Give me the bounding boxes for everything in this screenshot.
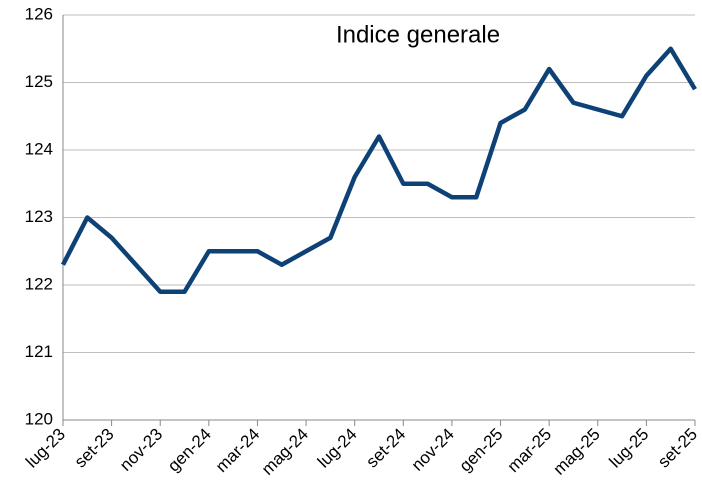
x-tick-label: mar-24 (212, 425, 264, 477)
y-tick-label: 121 (25, 342, 53, 361)
x-tick-label: gen-24 (164, 425, 215, 476)
x-tick-label: mag-25 (550, 425, 604, 479)
x-tick-label: set-23 (71, 425, 118, 472)
y-tick-label: 120 (25, 409, 53, 428)
x-tick-label: set-25 (654, 425, 701, 472)
x-tick-label: nov-23 (116, 425, 166, 475)
x-tick-label: set-24 (362, 425, 409, 472)
y-tick-label: 126 (25, 4, 53, 23)
x-tick-label: mar-25 (504, 425, 556, 477)
x-tick-label: nov-24 (408, 425, 458, 475)
x-tick-label: lug-25 (606, 425, 653, 472)
y-tick-label: 123 (25, 207, 53, 226)
x-tick-label: lug-23 (22, 425, 69, 472)
x-tick-label: gen-25 (456, 425, 507, 476)
y-tick-label: 125 (25, 72, 53, 91)
x-tick-label: lug-24 (314, 425, 361, 472)
y-tick-label: 124 (25, 139, 53, 158)
x-tick-label: mag-24 (258, 425, 312, 479)
y-tick-label: 122 (25, 274, 53, 293)
chart-title: Indice generale (336, 21, 500, 48)
data-line (60, 46, 697, 294)
